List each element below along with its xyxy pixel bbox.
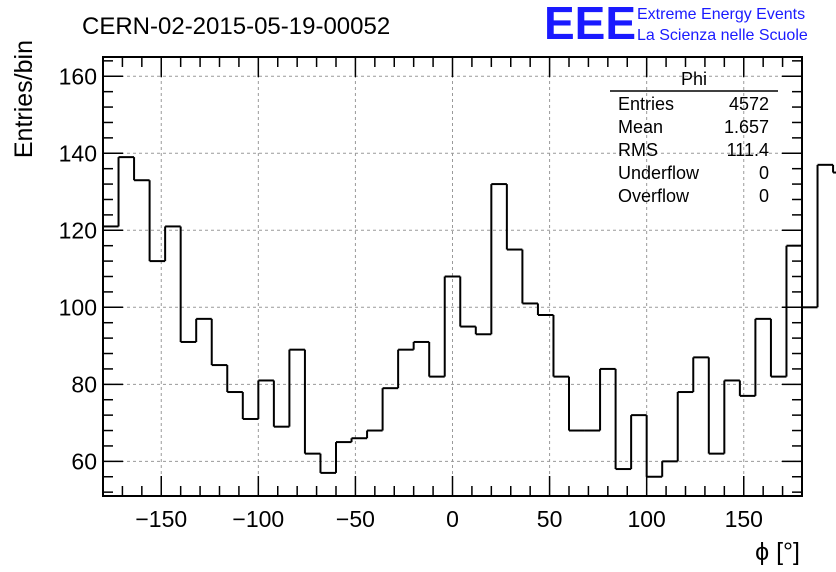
stats-rows: Entries 4572 Mean 1.657 RMS 111.4 Underflow 0 Ov… — [618, 94, 769, 206]
x-tick-label: 150 — [725, 506, 763, 532]
histogram-bin — [443, 275, 461, 377]
stats-value: 0 — [759, 186, 769, 206]
histogram-bin — [164, 225, 181, 262]
histogram-bin — [179, 226, 197, 343]
chart-title: CERN-02-2015-05-19-00052 — [82, 13, 390, 40]
y-tick-label: 140 — [59, 140, 97, 166]
histogram-bin — [350, 437, 368, 443]
stats-value: 111.4 — [727, 140, 769, 160]
stats-label: Underflow — [618, 163, 700, 183]
histogram-bin — [303, 349, 321, 455]
histogram-bin — [490, 183, 507, 335]
histogram-bin — [676, 391, 694, 462]
histogram-bin — [428, 341, 445, 378]
histogram-bin — [801, 245, 818, 309]
histogram-bin — [241, 392, 259, 420]
histogram-bin — [754, 317, 771, 396]
histogram-bin — [661, 460, 678, 477]
histogram-bin — [769, 318, 787, 378]
histogram-bin — [645, 415, 663, 478]
logo-line-2: La Scienza nelle Scuole — [637, 27, 808, 44]
histogram-bin — [397, 348, 414, 389]
stats-label: Entries — [618, 94, 674, 114]
histogram-bin — [474, 326, 492, 336]
stats-label: RMS — [618, 140, 658, 160]
x-axis-label: ϕ [°] — [755, 538, 800, 566]
stats-title: Phi — [681, 69, 707, 89]
histogram-bin — [521, 249, 538, 305]
histogram-bin — [195, 317, 212, 342]
histogram-bin — [133, 157, 150, 182]
stats-value: 4572 — [729, 94, 769, 114]
histogram-bin — [692, 356, 709, 393]
x-tick-label: 50 — [537, 506, 563, 532]
histogram-bin — [536, 303, 554, 317]
x-tick-label: −150 — [135, 506, 187, 532]
histogram-bin — [599, 367, 616, 431]
histogram-bin — [707, 357, 725, 455]
histogram-bin — [148, 180, 166, 263]
y-tick-label: 160 — [59, 63, 97, 89]
logo-line-1: Extreme Energy Events — [637, 6, 805, 23]
histogram-bin — [226, 365, 243, 394]
histogram-bin — [738, 380, 756, 397]
histogram-bin — [785, 244, 802, 377]
x-tick-label: −100 — [232, 506, 284, 532]
eee-logo-mark: EEE — [544, 0, 636, 49]
histogram-bin — [816, 163, 834, 308]
axis-ticks: −150 −100 −50 0 50 100 150 60 80 100 120 140 160 — [59, 57, 803, 532]
histogram-bin — [568, 376, 585, 432]
histogram-bin — [723, 379, 740, 454]
y-tick-label: 120 — [59, 217, 97, 243]
histogram-bin — [319, 453, 336, 474]
y-tick-label: 100 — [59, 294, 97, 320]
histogram-bin — [459, 276, 476, 328]
stats-label: Mean — [618, 117, 663, 137]
grid-layer — [103, 57, 802, 496]
y-axis-label: Entries/bin — [10, 40, 38, 158]
histogram-bin — [288, 348, 305, 427]
histogram-bars — [103, 156, 836, 478]
histogram-bin — [272, 380, 290, 428]
stats-value: 1.657 — [724, 117, 769, 137]
x-tick-label: −50 — [336, 506, 375, 532]
histogram-bin — [552, 315, 569, 378]
histogram-bin — [335, 441, 352, 473]
histogram-bin — [614, 368, 632, 471]
histogram-bin — [257, 379, 274, 419]
stats-value: 0 — [759, 163, 769, 183]
stats-label: Overflow — [618, 186, 690, 206]
x-tick-label: 100 — [627, 506, 665, 532]
y-tick-label: 80 — [71, 371, 97, 397]
x-tick-label: 0 — [446, 506, 459, 532]
histogram-bin — [210, 318, 228, 367]
histogram-bin — [117, 156, 135, 227]
histogram-bin — [630, 414, 647, 470]
histogram-bin — [412, 340, 430, 350]
eee-logo: EEE Extreme Energy Events La Scienza nel… — [544, 0, 808, 49]
histogram-bin — [366, 429, 383, 439]
histogram-bin — [381, 387, 399, 431]
stats-box: Phi Entries 4572 Mean 1.657 RMS 111.4 Underflo… — [610, 69, 778, 206]
histogram-bin — [505, 184, 523, 251]
y-tick-label: 60 — [71, 448, 97, 474]
